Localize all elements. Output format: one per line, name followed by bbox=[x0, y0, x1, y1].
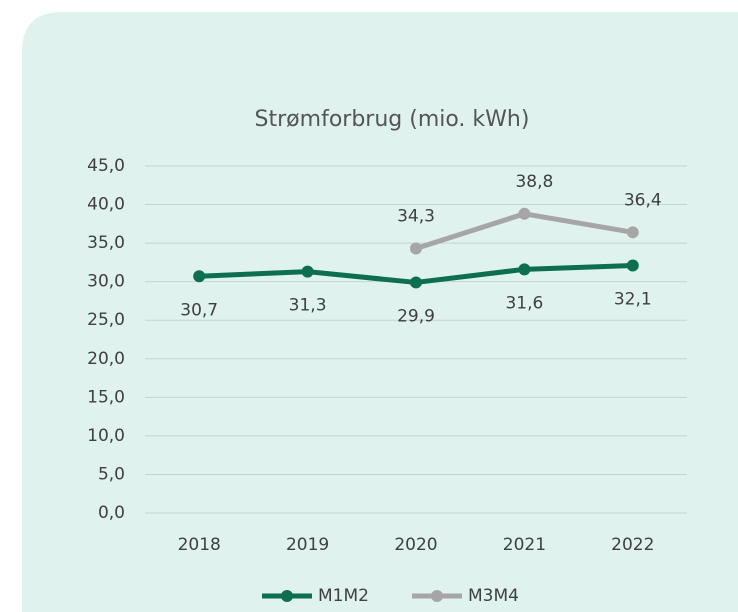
legend-label: M1M2 bbox=[318, 586, 369, 606]
legend-marker bbox=[431, 590, 443, 602]
point bbox=[626, 259, 639, 272]
y-tick-label: 30,0 bbox=[87, 272, 125, 292]
data-label: 31,6 bbox=[505, 293, 543, 313]
point bbox=[518, 263, 531, 276]
point bbox=[301, 265, 314, 278]
y-tick-label: 40,0 bbox=[87, 195, 125, 215]
chart-panel bbox=[22, 12, 738, 612]
data-label: 36,4 bbox=[624, 190, 662, 210]
x-tick-label: 2018 bbox=[178, 535, 221, 555]
x-tick-label: 2021 bbox=[503, 535, 546, 555]
legend-marker bbox=[281, 590, 293, 602]
point bbox=[518, 207, 531, 220]
data-label: 31,3 bbox=[289, 296, 327, 316]
data-label: 29,9 bbox=[397, 306, 435, 326]
point bbox=[193, 270, 206, 283]
y-tick-label: 15,0 bbox=[87, 387, 125, 407]
y-tick-label: 20,0 bbox=[87, 349, 125, 369]
y-tick-label: 5,0 bbox=[98, 464, 125, 484]
point bbox=[626, 226, 639, 239]
x-tick-label: 2022 bbox=[611, 535, 654, 555]
y-tick-label: 0,0 bbox=[98, 503, 125, 523]
data-label: 34,3 bbox=[397, 207, 435, 227]
x-tick-label: 2019 bbox=[286, 535, 329, 555]
data-label: 30,7 bbox=[180, 300, 218, 320]
y-tick-label: 25,0 bbox=[87, 310, 125, 330]
legend-label: M3M4 bbox=[468, 586, 519, 606]
data-label: 32,1 bbox=[614, 289, 652, 309]
chart-title: Strømforbrug (mio. kWh) bbox=[255, 107, 530, 132]
x-tick-label: 2020 bbox=[394, 535, 437, 555]
y-tick-label: 35,0 bbox=[87, 233, 125, 253]
y-tick-label: 10,0 bbox=[87, 426, 125, 446]
y-tick-label: 45,0 bbox=[87, 156, 125, 176]
data-label: 38,8 bbox=[515, 172, 553, 192]
point bbox=[410, 276, 422, 289]
point bbox=[410, 242, 422, 255]
